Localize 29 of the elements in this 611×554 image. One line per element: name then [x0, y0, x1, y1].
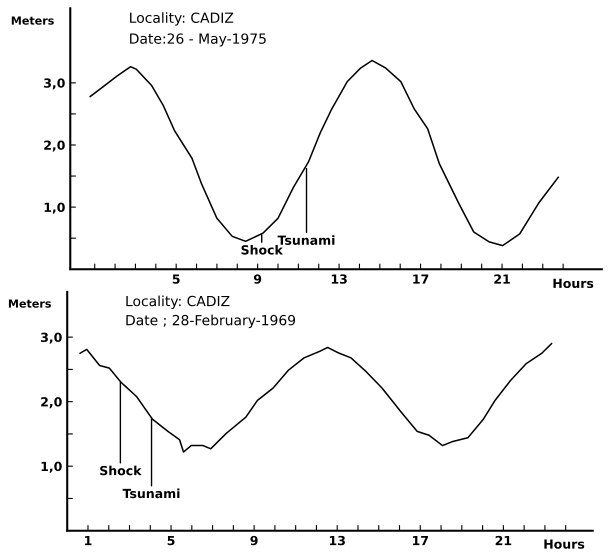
x-tick-label: 17: [413, 536, 428, 546]
x-tick-label: 1: [85, 536, 92, 546]
x-tick-label: 13: [330, 536, 345, 546]
x-tick-label: 9: [254, 274, 262, 284]
y-tick-label: 1,0: [42, 462, 62, 473]
y-axis-title: Meters: [8, 299, 51, 308]
x-axis-title: Hours: [553, 278, 594, 288]
y-axis-title: Meters: [12, 16, 54, 25]
x-tick-label: 13: [332, 274, 347, 284]
x-tick-label: 5: [172, 274, 180, 284]
annotation: Tsunami: [122, 488, 180, 498]
x-tick-label: 5: [168, 536, 175, 546]
annotation: Shock: [100, 466, 142, 476]
y-tick-label: 1,0: [44, 202, 65, 214]
chart-title: Locality: CADIZ: [126, 296, 230, 309]
x-axis-title: Hours: [544, 539, 584, 549]
annotation: Shock: [242, 244, 284, 255]
x-tick-label: 21: [494, 274, 510, 284]
x-tick-label: 17: [413, 274, 428, 284]
chart-title: Locality: CADIZ: [130, 12, 234, 26]
text: Date ; 28-February-1969: [126, 314, 296, 328]
y-tick-label: 2,0: [41, 397, 62, 408]
x-tick-label: 9: [250, 536, 258, 546]
y-tick-label: 3,0: [41, 332, 62, 344]
text: Date:26 - May-1975: [130, 33, 266, 47]
y-tick-label: 2,0: [44, 140, 65, 152]
x-tick-label: 21: [496, 536, 512, 546]
y-tick-label: 3,0: [44, 78, 65, 90]
annotation: Tsunami: [278, 235, 334, 245]
